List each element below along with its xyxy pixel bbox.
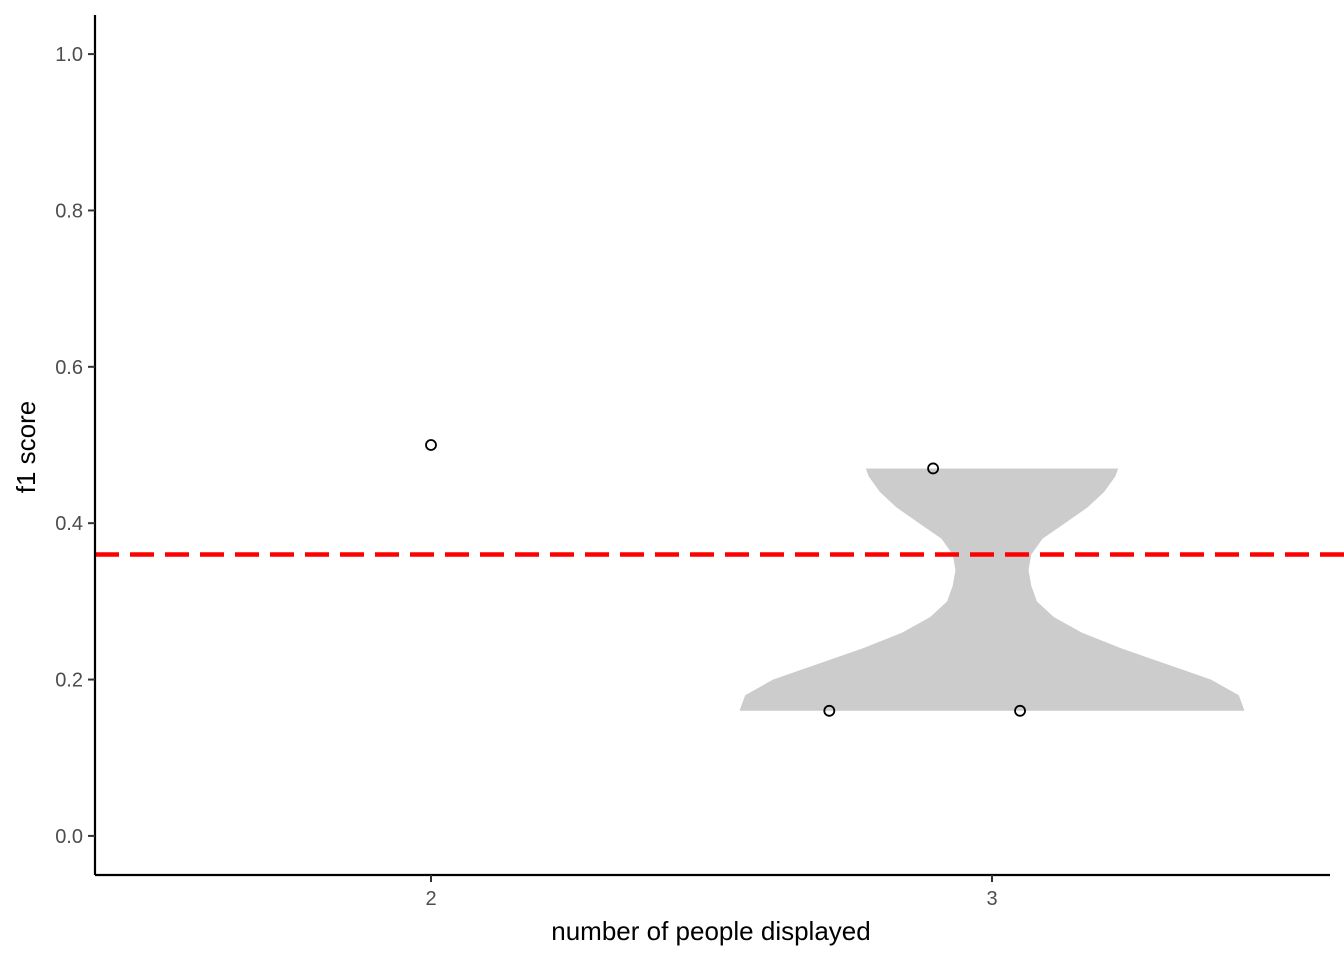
ticks: 0.0 0.2 0.4 0.6 0.8 1.0 2 3 xyxy=(55,44,997,910)
data-point xyxy=(823,704,836,717)
data-point xyxy=(1014,704,1026,717)
data-points xyxy=(425,439,1026,717)
x-tick-label: 2 xyxy=(425,888,436,910)
y-tick-label: 0.8 xyxy=(55,200,83,222)
x-axis-title: number of people displayed xyxy=(551,916,870,946)
data-point xyxy=(927,462,939,475)
y-tick-label: 1.0 xyxy=(55,44,83,66)
violins xyxy=(739,468,1245,711)
y-tick-label: 0.2 xyxy=(55,670,83,692)
x-tick-label: 3 xyxy=(986,888,997,910)
axes xyxy=(93,15,1330,877)
y-tick-label: 0.6 xyxy=(55,357,83,379)
data-point xyxy=(425,439,437,451)
violin-3 xyxy=(739,468,1245,711)
y-axis-title: f1 score xyxy=(11,401,41,494)
y-tick-label: 0.0 xyxy=(55,826,83,848)
y-tick-label: 0.4 xyxy=(55,513,83,535)
